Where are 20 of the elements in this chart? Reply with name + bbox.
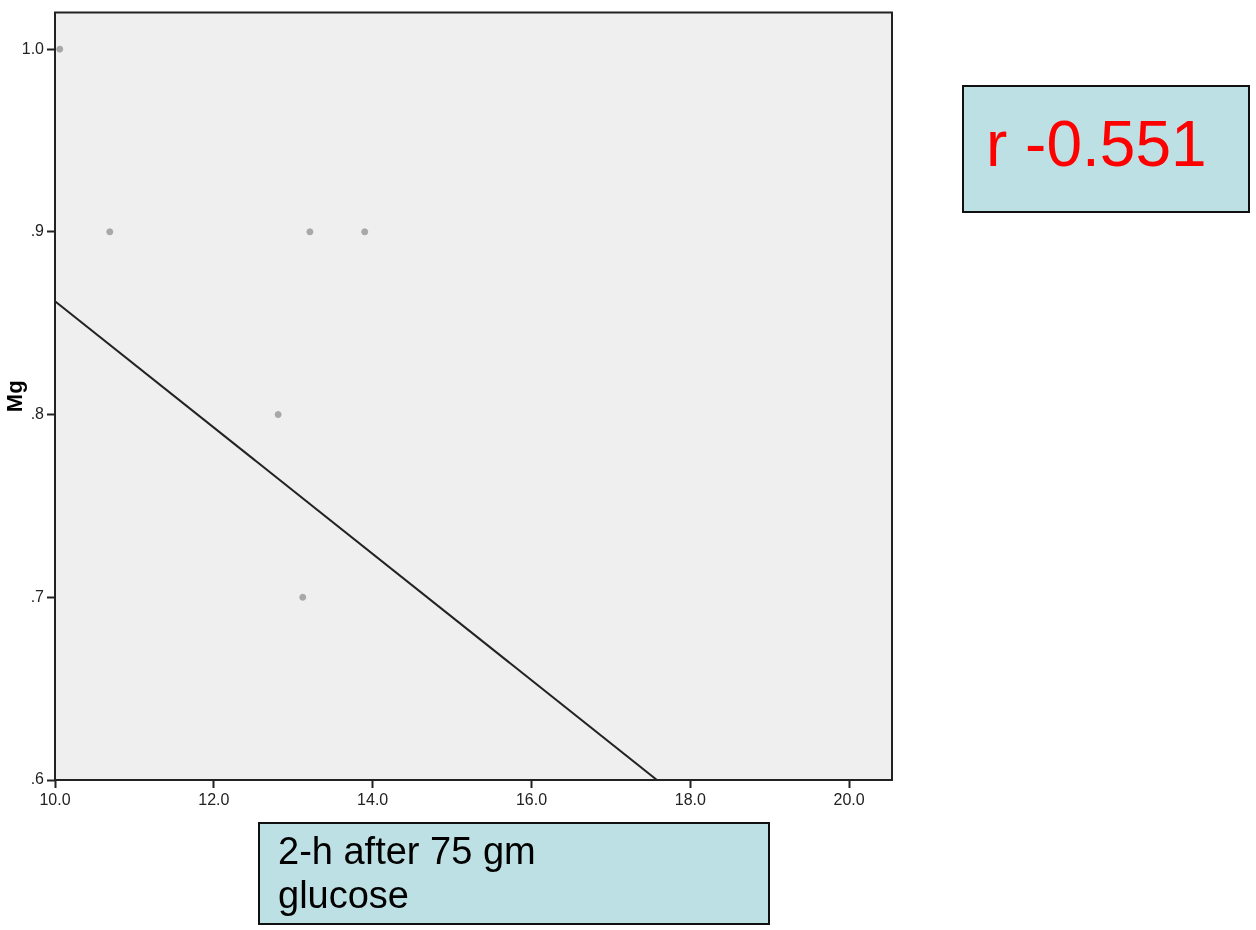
x-tick-label: 16.0 [515, 791, 548, 809]
y-tick-label: 1.0 [21, 39, 45, 57]
x-axis-title: 2-h after 75 gm glucose [258, 822, 770, 926]
x-tick-label: 14.0 [357, 791, 389, 809]
x-tick-label: 12.0 [198, 791, 230, 809]
y-axis-title: Mg [2, 380, 28, 413]
x-tick-label: 20.0 [833, 791, 865, 809]
x-tick-label: 18.0 [674, 791, 706, 809]
y-tick-label: .6 [30, 770, 45, 788]
x-tick-label: 10.0 [39, 791, 71, 809]
y-tick-label: .8 [30, 404, 45, 422]
text: r -0.551 [962, 85, 1250, 213]
point [106, 228, 114, 236]
point [361, 228, 369, 236]
point [306, 228, 314, 236]
y-tick-label: .9 [30, 222, 45, 240]
point [299, 593, 307, 601]
point [274, 411, 282, 419]
y-tick-label: .7 [30, 587, 45, 605]
point [56, 45, 64, 53]
